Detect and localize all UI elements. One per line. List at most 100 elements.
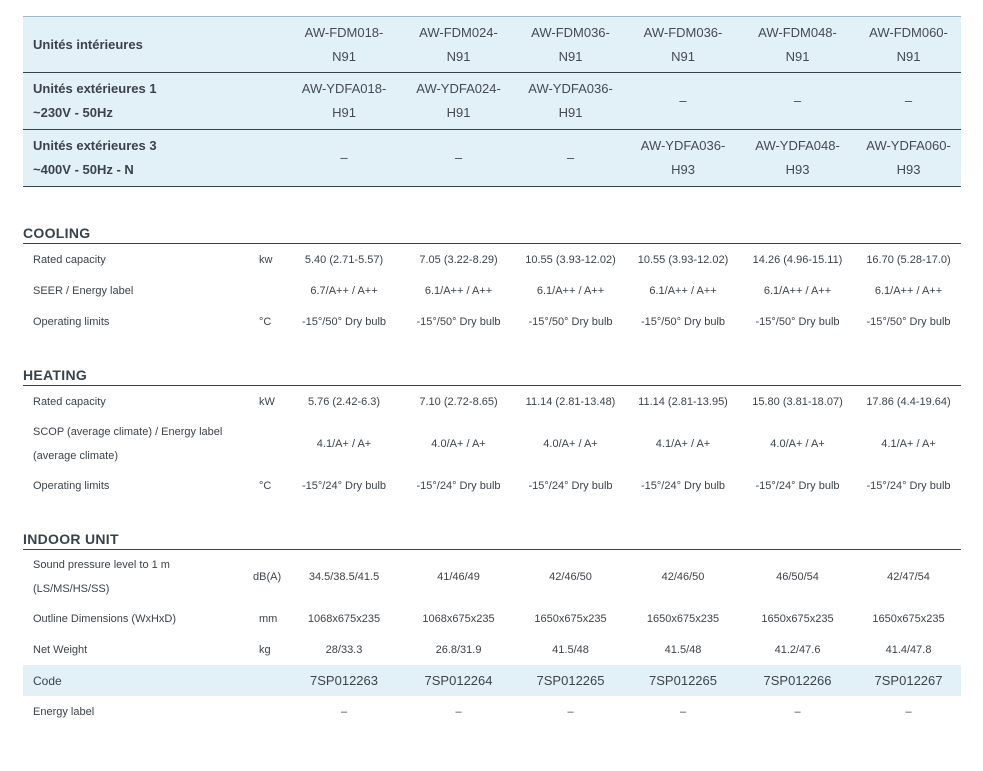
product-code: 7SP012264 xyxy=(403,665,515,696)
cell-value: -15°/50° Dry bulb xyxy=(755,315,840,328)
cell-value: 42/46/50 xyxy=(549,570,592,583)
cell-value: 42/47/54 xyxy=(887,570,930,583)
table-row: SEER / Energy label 6.7/A++ / A++ 6.1/A+… xyxy=(23,275,961,306)
cell-value: 42/46/50 xyxy=(661,570,705,583)
outdoor-units-1-label: Unités extérieures 1 ~230V - 50Hz xyxy=(23,72,286,130)
row-label: SCOP (average climate) / Energy label (av… xyxy=(33,425,223,462)
outdoor-units-1-row: Unités extérieures 1 ~230V - 50Hz AW-YDFA… xyxy=(23,72,962,130)
cell-value: 11.14 (2.81-13.48) xyxy=(525,395,616,408)
cell-value: -15°/50° Dry bulb xyxy=(528,315,613,328)
row-label: Operating limits xyxy=(33,479,110,492)
row-label: Sound pressure level to 1 m (LS/MS/HS/SS) xyxy=(33,558,170,595)
outdoor1-model-1: AW-YDFA018- H91 xyxy=(285,72,404,130)
product-code: 7SP012267 xyxy=(856,665,962,696)
row-label: Rated capacity xyxy=(33,253,106,266)
row-label: Code xyxy=(23,665,253,696)
indoor-unit-section-title: INDOOR UNIT xyxy=(23,531,119,547)
cell-value: 14.26 (4.96-15.11) xyxy=(752,253,843,266)
row-unit xyxy=(253,275,285,306)
table-row: Operating limits °C -15°/24° Dry bulb -1… xyxy=(23,470,961,501)
energy-label-row: Energy label – – – – – – xyxy=(23,696,961,727)
cell-value: -15°/24° Dry bulb xyxy=(302,479,387,492)
row-unit: °C xyxy=(259,479,272,492)
indoor-model-4: AW-FDM036- N91 xyxy=(627,16,740,73)
row-unit: kW xyxy=(259,395,275,408)
indoor-model-1: AW-FDM018- N91 xyxy=(285,16,404,73)
cell-value: 16.70 (5.28-17.0) xyxy=(866,253,951,266)
cell-value: – xyxy=(679,705,687,718)
cell-value: 34.5/38.5/41.5 xyxy=(308,570,380,583)
cell-value: -15°/50° Dry bulb xyxy=(302,315,387,328)
cell-value: 10.55 (3.93-12.02) xyxy=(637,253,729,266)
outdoor3-model-1: – xyxy=(285,129,404,187)
cell-value: 1068x675x235 xyxy=(307,612,381,625)
cell-value: 4.1/A+ / A+ xyxy=(881,437,936,450)
row-unit: mm xyxy=(259,612,278,625)
cell-value: 15.80 (3.81-18.07) xyxy=(752,395,843,408)
cooling-section-title: COOLING xyxy=(23,225,91,241)
cell-value: 28/33.3 xyxy=(325,643,363,656)
cell-value: 1650x675x235 xyxy=(872,612,945,625)
row-unit xyxy=(253,417,285,470)
cell-value: 26.8/31.9 xyxy=(435,643,482,656)
outdoor3-model-3: – xyxy=(514,129,628,187)
row-label: Operating limits xyxy=(33,315,110,328)
row-label: Energy label xyxy=(33,705,95,718)
cell-value: – xyxy=(340,705,348,718)
row-unit: °C xyxy=(259,315,272,328)
table-row: Sound pressure level to 1 m (LS/MS/HS/SS)… xyxy=(23,550,961,603)
code-row: Code 7SP012263 7SP012264 7SP012265 7SP01… xyxy=(23,665,962,696)
cell-value: -15°/24° Dry bulb xyxy=(866,479,951,492)
cell-value: 6.1/A++ / A++ xyxy=(424,284,493,297)
product-code: 7SP012265 xyxy=(514,665,628,696)
cell-value: -15°/50° Dry bulb xyxy=(641,315,726,328)
cell-value: -15°/50° Dry bulb xyxy=(866,315,951,328)
outdoor1-model-3: AW-YDFA036- H91 xyxy=(514,72,628,130)
table-row: Operating limits °C -15°/50° Dry bulb -1… xyxy=(23,306,961,337)
outdoor1-model-6: – xyxy=(856,72,962,130)
cell-value: -15°/24° Dry bulb xyxy=(416,479,501,492)
spec-table-wrapper: Unités intérieures AW-FDM018- N91 AW-FDM0… xyxy=(23,16,962,727)
indoor-model-5: AW-FDM048- N91 xyxy=(739,16,857,73)
outdoor3-model-5: AW-YDFA048- H93 xyxy=(739,129,857,187)
cell-value: -15°/24° Dry bulb xyxy=(755,479,840,492)
indoor-units-row: Unités intérieures AW-FDM018- N91 AW-FDM0… xyxy=(23,16,962,73)
outdoor3-model-4: AW-YDFA036- H93 xyxy=(627,129,740,187)
indoor-model-3: AW-FDM036- N91 xyxy=(514,16,628,73)
row-label: Outline Dimensions (WxHxD) xyxy=(33,612,177,625)
cell-value: 6.7/A++ / A++ xyxy=(310,284,378,297)
outdoor1-model-2: AW-YDFA024- H91 xyxy=(403,72,515,130)
cell-value: 7.10 (2.72-8.65) xyxy=(419,395,498,408)
row-unit: kw xyxy=(259,253,273,266)
cell-value: 1650x675x235 xyxy=(761,612,834,625)
cell-value: 41/46/49 xyxy=(437,570,480,583)
cell-value: – xyxy=(455,705,462,718)
cell-value: – xyxy=(567,705,574,718)
cell-value: 6.1/A++ / A++ xyxy=(874,284,943,297)
cell-value: 4.1/A+ / A+ xyxy=(316,437,372,450)
row-label: SEER / Energy label xyxy=(33,284,134,297)
cell-value: 5.76 (2.42-6.3) xyxy=(307,395,381,408)
cell-value: 4.0/A+ / A+ xyxy=(431,437,486,450)
indoor-model-6: AW-FDM060- N91 xyxy=(856,16,962,73)
cell-value: 6.1/A++ / A++ xyxy=(536,284,605,297)
row-label: Rated capacity xyxy=(33,395,106,408)
cell-value: 4.0/A+ / A+ xyxy=(770,437,825,450)
cell-value: 41.2/47.6 xyxy=(774,643,821,656)
cell-value: 11.14 (2.81-13.95) xyxy=(638,395,728,408)
product-code: 7SP012266 xyxy=(739,665,857,696)
heating-section-title: HEATING xyxy=(23,367,88,383)
spec-table: Unités intérieures AW-FDM018- N91 AW-FDM0… xyxy=(23,16,962,727)
table-row: Rated capacity kw 5.40 (2.71-5.57) 7.05 … xyxy=(23,244,961,275)
cell-value: 46/50/54 xyxy=(776,570,819,583)
row-unit: kg xyxy=(259,643,271,656)
cell-value: 1650x675x235 xyxy=(534,612,607,625)
cell-value: 10.55 (3.93-12.02) xyxy=(525,253,616,266)
cell-value: 41.4/47.8 xyxy=(885,643,932,656)
cell-value: -15°/50° Dry bulb xyxy=(416,315,501,328)
outdoor1-model-4: – xyxy=(627,72,740,130)
outdoor3-model-2: – xyxy=(403,129,515,187)
cell-value: -15°/24° Dry bulb xyxy=(641,479,726,492)
product-code: 7SP012265 xyxy=(627,665,740,696)
cell-value: 1068x675x235 xyxy=(422,612,495,625)
